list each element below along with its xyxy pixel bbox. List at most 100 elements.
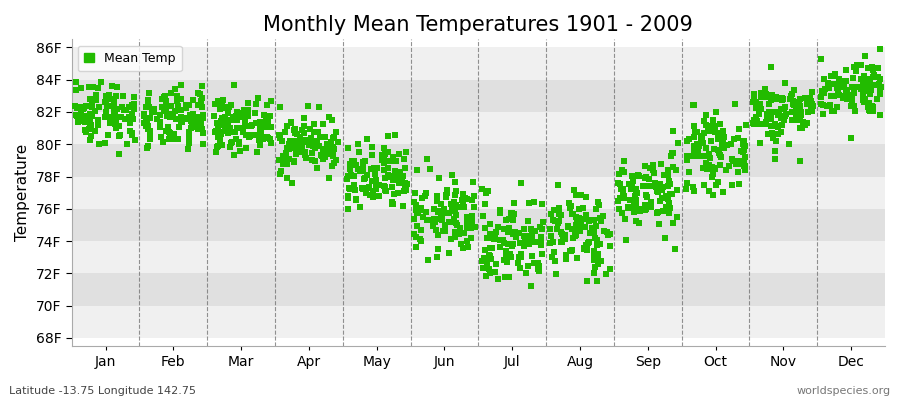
Point (162, 136, 176, 142)
Point (624, 186, 638, 192)
Point (685, 153, 699, 159)
Point (582, 230, 597, 237)
Point (831, 88, 845, 94)
Point (78, 128, 93, 135)
Point (859, 88, 873, 94)
Point (770, 123, 784, 129)
Point (698, 122, 713, 128)
Point (220, 105, 234, 112)
Point (857, 85, 871, 91)
Point (112, 132, 126, 139)
Point (274, 138, 289, 144)
Point (464, 225, 478, 231)
Point (580, 243, 594, 249)
Point (680, 157, 694, 163)
Point (615, 210, 629, 216)
Point (717, 133, 732, 140)
Point (220, 109, 235, 116)
Point (689, 152, 704, 159)
Point (662, 200, 676, 206)
Point (157, 108, 171, 114)
Point (125, 132, 140, 138)
Point (454, 241, 468, 247)
Point (564, 202, 579, 209)
Point (769, 94, 783, 100)
Point (478, 246, 492, 253)
Point (153, 112, 167, 118)
Point (384, 184, 399, 190)
Point (649, 188, 663, 195)
Point (182, 116, 196, 122)
Bar (72, 144, 885, 176)
Point (707, 166, 722, 172)
Point (461, 244, 475, 250)
Point (656, 184, 670, 190)
Point (626, 178, 641, 184)
Point (213, 137, 228, 143)
Point (427, 216, 441, 222)
Point (873, 46, 887, 53)
Point (140, 126, 155, 132)
Point (455, 198, 470, 204)
Point (572, 215, 586, 221)
Point (69, 104, 84, 111)
Point (127, 101, 141, 107)
Point (278, 129, 293, 135)
Point (104, 114, 119, 120)
Point (527, 198, 542, 205)
Point (436, 227, 450, 234)
Point (806, 89, 820, 95)
Point (866, 107, 880, 114)
Point (106, 112, 121, 119)
Point (749, 104, 763, 111)
Point (489, 261, 503, 267)
Point (702, 128, 716, 135)
Point (414, 204, 428, 211)
Point (212, 121, 226, 127)
Point (746, 98, 760, 105)
Point (109, 118, 123, 125)
Point (687, 146, 701, 153)
Point (258, 122, 273, 128)
Point (737, 159, 751, 165)
Point (140, 97, 155, 104)
Point (218, 104, 232, 110)
Point (543, 239, 557, 246)
Point (731, 160, 745, 167)
Point (163, 114, 177, 121)
Point (651, 189, 665, 195)
Point (165, 90, 179, 96)
Point (859, 84, 873, 90)
Point (665, 150, 680, 156)
Point (666, 128, 680, 134)
Point (554, 231, 569, 237)
Point (80, 115, 94, 122)
Point (506, 230, 520, 237)
Point (536, 219, 550, 226)
Point (746, 120, 760, 126)
Point (236, 114, 250, 120)
Point (174, 82, 188, 88)
Legend: Mean Temp: Mean Temp (78, 46, 182, 71)
Point (105, 96, 120, 102)
Point (587, 257, 601, 263)
Point (659, 204, 673, 210)
Point (386, 201, 400, 208)
Point (652, 181, 667, 188)
Point (482, 252, 496, 258)
Point (688, 123, 702, 129)
Point (591, 202, 606, 209)
Point (534, 242, 548, 248)
Point (524, 283, 538, 289)
Point (340, 194, 355, 201)
Point (480, 260, 494, 267)
Point (140, 144, 155, 151)
Point (737, 147, 751, 154)
Point (823, 102, 837, 108)
Point (316, 121, 330, 127)
Point (653, 160, 668, 167)
Point (418, 190, 433, 196)
Point (70, 112, 85, 119)
Point (788, 107, 803, 114)
Point (120, 141, 134, 147)
